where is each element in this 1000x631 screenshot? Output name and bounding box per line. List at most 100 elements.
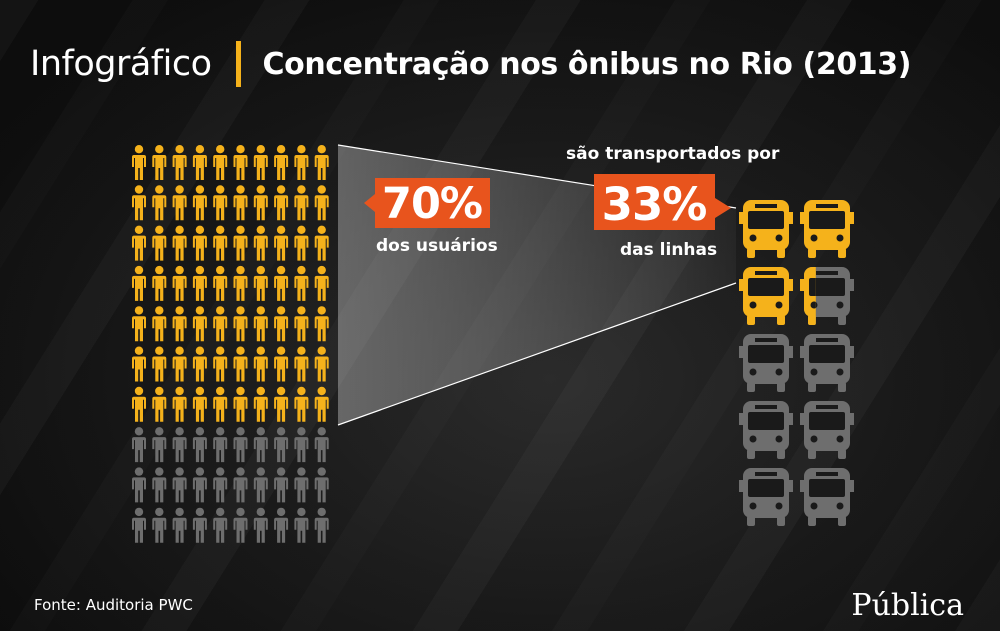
bus-icon <box>800 468 854 526</box>
person-icon <box>213 265 228 301</box>
person-icon <box>213 306 228 342</box>
person-icon <box>314 306 329 342</box>
person-icon <box>253 467 268 503</box>
person-icon <box>132 346 146 382</box>
person-icon <box>274 467 289 503</box>
person-icon <box>274 145 289 180</box>
person-icon <box>192 346 207 382</box>
person-icon <box>172 306 187 342</box>
connector-text: são transportados por <box>566 144 780 164</box>
person-icon <box>274 346 289 382</box>
person-icon <box>192 265 207 301</box>
person-icon <box>132 265 146 301</box>
person-icon <box>314 346 329 382</box>
bus-icon <box>800 401 854 459</box>
person-icon <box>253 346 268 382</box>
person-icon <box>314 145 329 180</box>
person-icon <box>192 467 207 503</box>
person-icon <box>132 225 146 261</box>
person-icon <box>213 386 228 422</box>
person-icon <box>192 386 207 422</box>
bus-icon <box>739 401 793 459</box>
person-icon <box>233 225 248 261</box>
person-icon <box>132 386 146 422</box>
person-icon <box>233 265 248 301</box>
person-icon <box>233 185 248 221</box>
person-icon <box>294 185 309 221</box>
people-grid <box>132 145 329 543</box>
person-icon <box>192 145 207 180</box>
person-icon <box>132 145 146 180</box>
bus-icon <box>800 267 854 325</box>
lines-caption: das linhas <box>620 240 718 260</box>
person-icon <box>294 507 309 543</box>
bus-icon <box>800 200 854 258</box>
person-icon <box>233 346 248 382</box>
person-icon <box>253 507 268 543</box>
person-icon <box>253 306 268 342</box>
person-icon <box>233 467 248 503</box>
person-icon <box>152 346 167 382</box>
person-icon <box>294 145 309 180</box>
person-icon <box>132 467 146 503</box>
person-icon <box>233 145 248 180</box>
person-icon <box>253 185 268 221</box>
person-icon <box>192 507 207 543</box>
bus-icon <box>739 468 793 526</box>
person-icon <box>172 346 187 382</box>
person-icon <box>213 185 228 221</box>
person-icon <box>192 225 207 261</box>
person-icon <box>213 507 228 543</box>
person-icon <box>132 427 146 463</box>
page-title: Concentração nos ônibus no Rio (2013) <box>262 46 912 82</box>
person-icon <box>152 507 167 543</box>
person-icon <box>172 507 187 543</box>
person-icon <box>253 265 268 301</box>
person-icon <box>172 265 187 301</box>
person-icon <box>172 145 187 180</box>
person-icon <box>233 427 248 463</box>
person-icon <box>253 386 268 422</box>
header-divider <box>235 41 241 87</box>
bus-grid <box>739 200 854 526</box>
lines-percent-label: 33% <box>602 178 707 231</box>
person-icon <box>172 185 187 221</box>
person-icon <box>253 225 268 261</box>
person-icon <box>274 386 289 422</box>
person-icon <box>152 145 167 180</box>
lines-percent-badge: 33% <box>594 174 731 231</box>
person-icon <box>314 225 329 261</box>
person-icon <box>294 306 309 342</box>
person-icon <box>294 386 309 422</box>
person-icon <box>192 306 207 342</box>
bus-icon <box>739 334 793 392</box>
person-icon <box>152 427 167 463</box>
bus-icon <box>739 200 793 258</box>
person-icon <box>213 346 228 382</box>
header: Infográfico Concentração nos ônibus no R… <box>30 36 911 92</box>
person-icon <box>213 427 228 463</box>
person-icon <box>274 185 289 221</box>
publica-logo: Pública <box>851 588 964 623</box>
person-icon <box>172 386 187 422</box>
person-icon <box>213 225 228 261</box>
person-icon <box>152 225 167 261</box>
person-icon <box>274 306 289 342</box>
person-icon <box>253 145 268 180</box>
person-icon <box>274 265 289 301</box>
person-icon <box>294 427 309 463</box>
person-icon <box>294 225 309 261</box>
person-icon <box>192 185 207 221</box>
header-kicker: Infográfico <box>30 44 212 84</box>
person-icon <box>294 265 309 301</box>
users-caption: dos usuários <box>376 236 498 256</box>
person-icon <box>172 225 187 261</box>
person-icon <box>233 386 248 422</box>
person-icon <box>253 427 268 463</box>
users-percent-badge: 70% <box>364 178 490 229</box>
person-icon <box>314 386 329 422</box>
person-icon <box>152 185 167 221</box>
bus-icon <box>739 267 793 325</box>
person-icon <box>314 427 329 463</box>
